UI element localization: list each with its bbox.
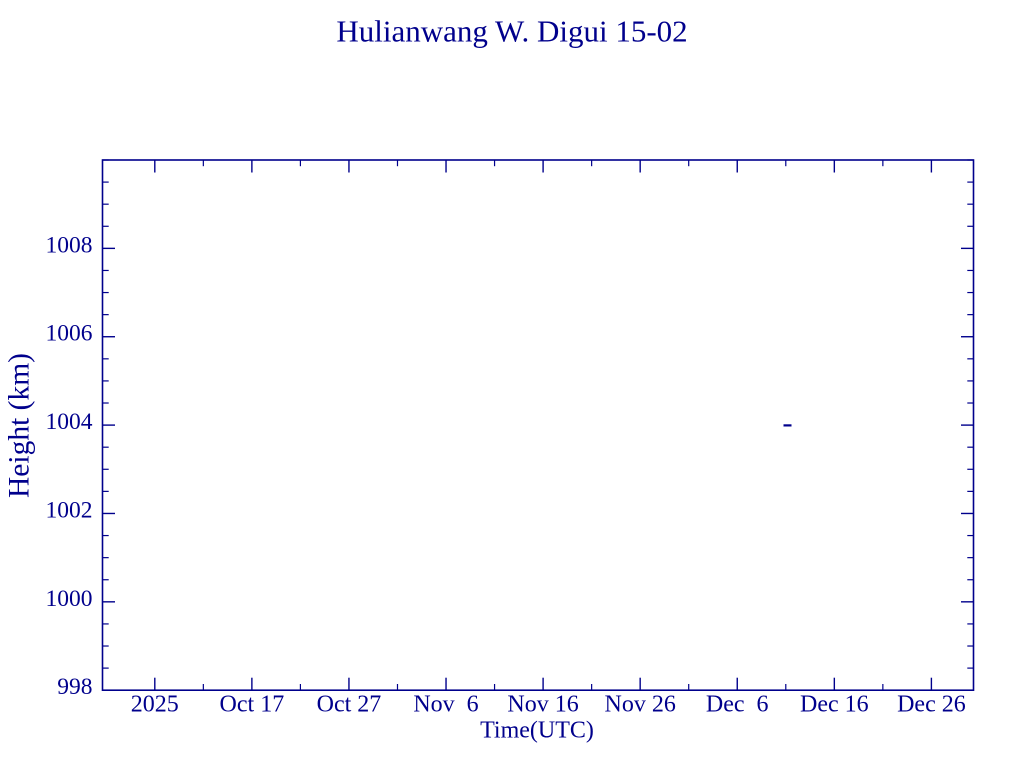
svg-text:2025: 2025 bbox=[131, 692, 179, 718]
svg-text:Nov 16: Nov 16 bbox=[507, 692, 578, 718]
svg-text:Nov 26: Nov 26 bbox=[604, 692, 675, 718]
svg-text:Oct 27: Oct 27 bbox=[317, 692, 382, 718]
svg-text:Nov 6: Nov 6 bbox=[413, 692, 478, 718]
svg-text:Dec 6: Dec 6 bbox=[706, 692, 769, 718]
svg-text:Oct 17: Oct 17 bbox=[220, 692, 285, 718]
svg-text:1004: 1004 bbox=[46, 409, 93, 435]
svg-text:Hulianwang W. Digui 15-02: Hulianwang W. Digui 15-02 bbox=[336, 14, 687, 49]
svg-text:Height (km): Height (km) bbox=[4, 353, 36, 498]
svg-text:1002: 1002 bbox=[46, 497, 93, 523]
svg-text:998: 998 bbox=[57, 674, 92, 700]
svg-text:Dec 26: Dec 26 bbox=[897, 692, 966, 718]
svg-text:1006: 1006 bbox=[46, 321, 93, 347]
svg-text:1008: 1008 bbox=[46, 232, 93, 258]
svg-text:Dec 16: Dec 16 bbox=[800, 692, 869, 718]
svg-text:Time(UTC): Time(UTC) bbox=[480, 718, 594, 744]
svg-text:1000: 1000 bbox=[46, 586, 93, 612]
